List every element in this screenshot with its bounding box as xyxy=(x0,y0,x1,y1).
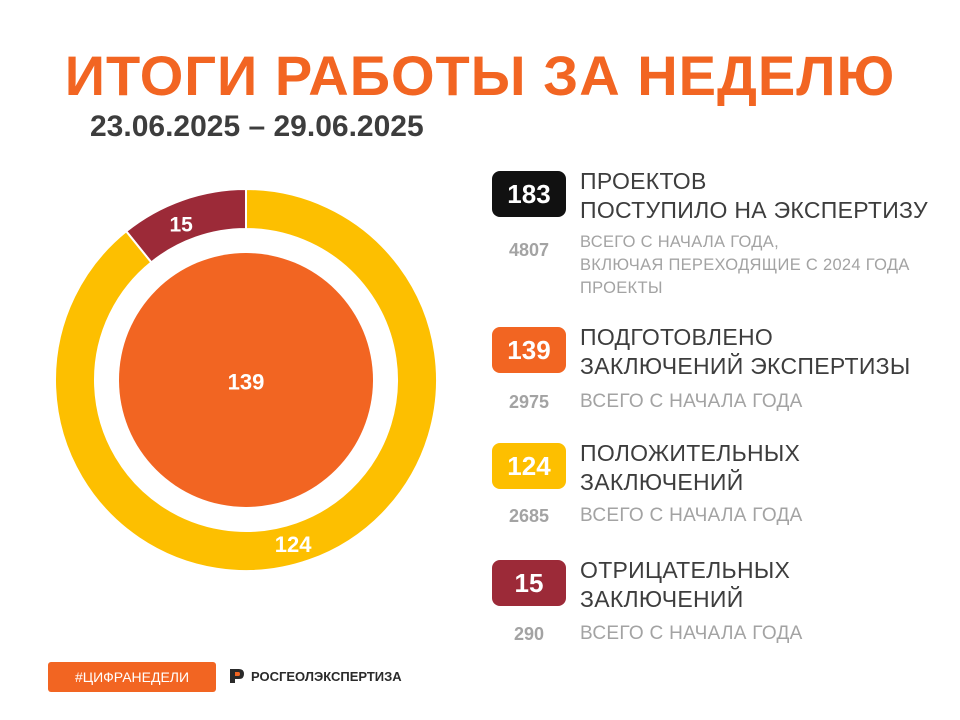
donut-center-circle xyxy=(119,253,373,507)
date-range: 23.06.2025 – 29.06.2025 xyxy=(90,110,424,143)
donut-label-positive: 124 xyxy=(275,532,312,557)
ytd-value-prepared: 2975 xyxy=(508,392,550,412)
hashtag-badge: #ЦИФРАНЕДЕЛИ xyxy=(48,662,216,692)
stat-label-line: ПОЛОЖИТЕЛЬНЫХ xyxy=(580,440,801,466)
stat-label-prepared: ПОДГОТОВЛЕНО ЗАКЛЮЧЕНИЙ ЭКСПЕРТИЗЫ xyxy=(580,323,911,381)
stat-label-line: ПОДГОТОВЛЕНО xyxy=(580,324,774,350)
stat-label-positive: ПОЛОЖИТЕЛЬНЫХ ЗАКЛЮЧЕНИЙ xyxy=(580,439,800,497)
stat-label-line: ОТРИЦАТЕЛЬНЫХ xyxy=(580,557,791,583)
ytd-value-positive: 2685 xyxy=(508,506,550,526)
ytd-label-received: ВСЕГО С НАЧАЛА ГОДА, ВКЛЮЧАЯ ПЕРЕХОДЯЩИЕ… xyxy=(580,231,910,300)
stat-label-line: ЗАКЛЮЧЕНИЙ xyxy=(580,469,744,495)
stat-badge-received: 183 xyxy=(492,171,566,217)
stat-label-line: ЗАКЛЮЧЕНИЙ xyxy=(580,586,744,612)
stat-label-line: ЗАКЛЮЧЕНИЙ ЭКСПЕРТИЗЫ xyxy=(580,353,911,379)
stat-label-line: ПРОЕКТОВ xyxy=(580,168,707,194)
rosgeol-logo-icon xyxy=(229,668,245,684)
logo-text: РОСГЕОЛЭКСПЕРТИЗА xyxy=(251,668,402,684)
ytd-label-positive: ВСЕГО С НАЧАЛА ГОДА xyxy=(580,505,803,526)
stat-label-line: ПОСТУПИЛО НА ЭКСПЕРТИЗУ xyxy=(580,197,928,223)
stat-badge-prepared: 139 xyxy=(492,327,566,373)
ytd-label-prepared: ВСЕГО С НАЧАЛА ГОДА xyxy=(580,391,803,412)
ytd-label-line: ВСЕГО С НАЧАЛА ГОДА, xyxy=(580,233,779,251)
donut-label-negative: 15 xyxy=(169,213,193,236)
donut-chart: 15 124 139 xyxy=(54,187,438,572)
stat-label-received: ПРОЕКТОВ ПОСТУПИЛО НА ЭКСПЕРТИЗУ xyxy=(580,167,928,225)
ytd-label-line: ВКЛЮЧАЯ ПЕРЕХОДЯЩИЕ С 2024 ГОДА xyxy=(580,256,910,274)
donut-slice-positive xyxy=(54,187,438,572)
ytd-value-negative: 290 xyxy=(513,624,545,644)
stat-badge-negative: 15 xyxy=(492,560,566,606)
ytd-label-negative: ВСЕГО С НАЧАЛА ГОДА xyxy=(580,623,803,644)
stat-badge-positive: 124 xyxy=(492,443,566,489)
page-title: ИТОГИ РАБОТЫ ЗА НЕДЕЛЮ xyxy=(64,44,896,107)
ytd-label-line: ПРОЕКТЫ xyxy=(580,279,663,297)
stat-label-negative: ОТРИЦАТЕЛЬНЫХ ЗАКЛЮЧЕНИЙ xyxy=(580,556,790,614)
footer-logo: РОСГЕОЛЭКСПЕРТИЗА xyxy=(229,668,402,684)
ytd-value-received: 4807 xyxy=(508,240,550,260)
donut-label-center: 139 xyxy=(228,370,265,395)
